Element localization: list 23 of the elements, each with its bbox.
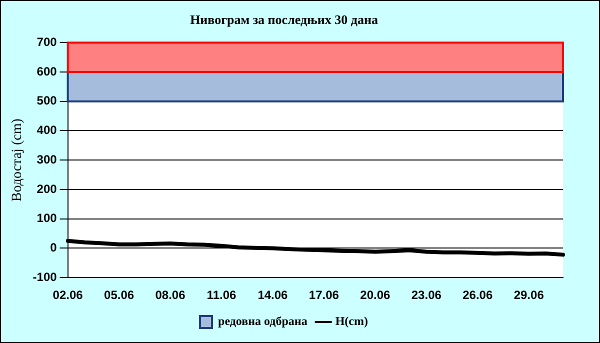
x-tick-label: 02.06 [52,288,84,302]
y-tick-label: 300 [36,152,58,166]
y-axis-title: Водостај (cm) [10,118,26,202]
x-tick-label: 17.06 [308,288,340,302]
x-tick-label: 26.06 [462,288,493,302]
y-tick-label: 100 [36,211,58,226]
x-tick-label: 11.06 [206,288,236,302]
y-tick-label: 400 [36,123,58,138]
legend-label: редовна одбрана [218,314,308,328]
y-tick-label: 200 [36,182,58,196]
x-tick-label: 08.06 [155,288,186,302]
y-tick-label: 500 [36,94,58,108]
x-tick-label: 14.06 [258,288,288,302]
y-tick-label: 0 [50,240,58,255]
x-tick-label: 23.06 [411,288,442,302]
x-tick-label: 29.06 [514,288,544,302]
x-tick-label: 05.06 [104,288,134,302]
y-tick-label: -100 [32,270,58,284]
x-tick-label: 20.06 [360,288,391,302]
y-tick-label: 700 [36,34,58,49]
legend-label: H(cm) [335,314,368,328]
y-tick-label: 600 [36,64,58,78]
chart-title: Нивограм за последњих 30 дана [190,12,378,28]
